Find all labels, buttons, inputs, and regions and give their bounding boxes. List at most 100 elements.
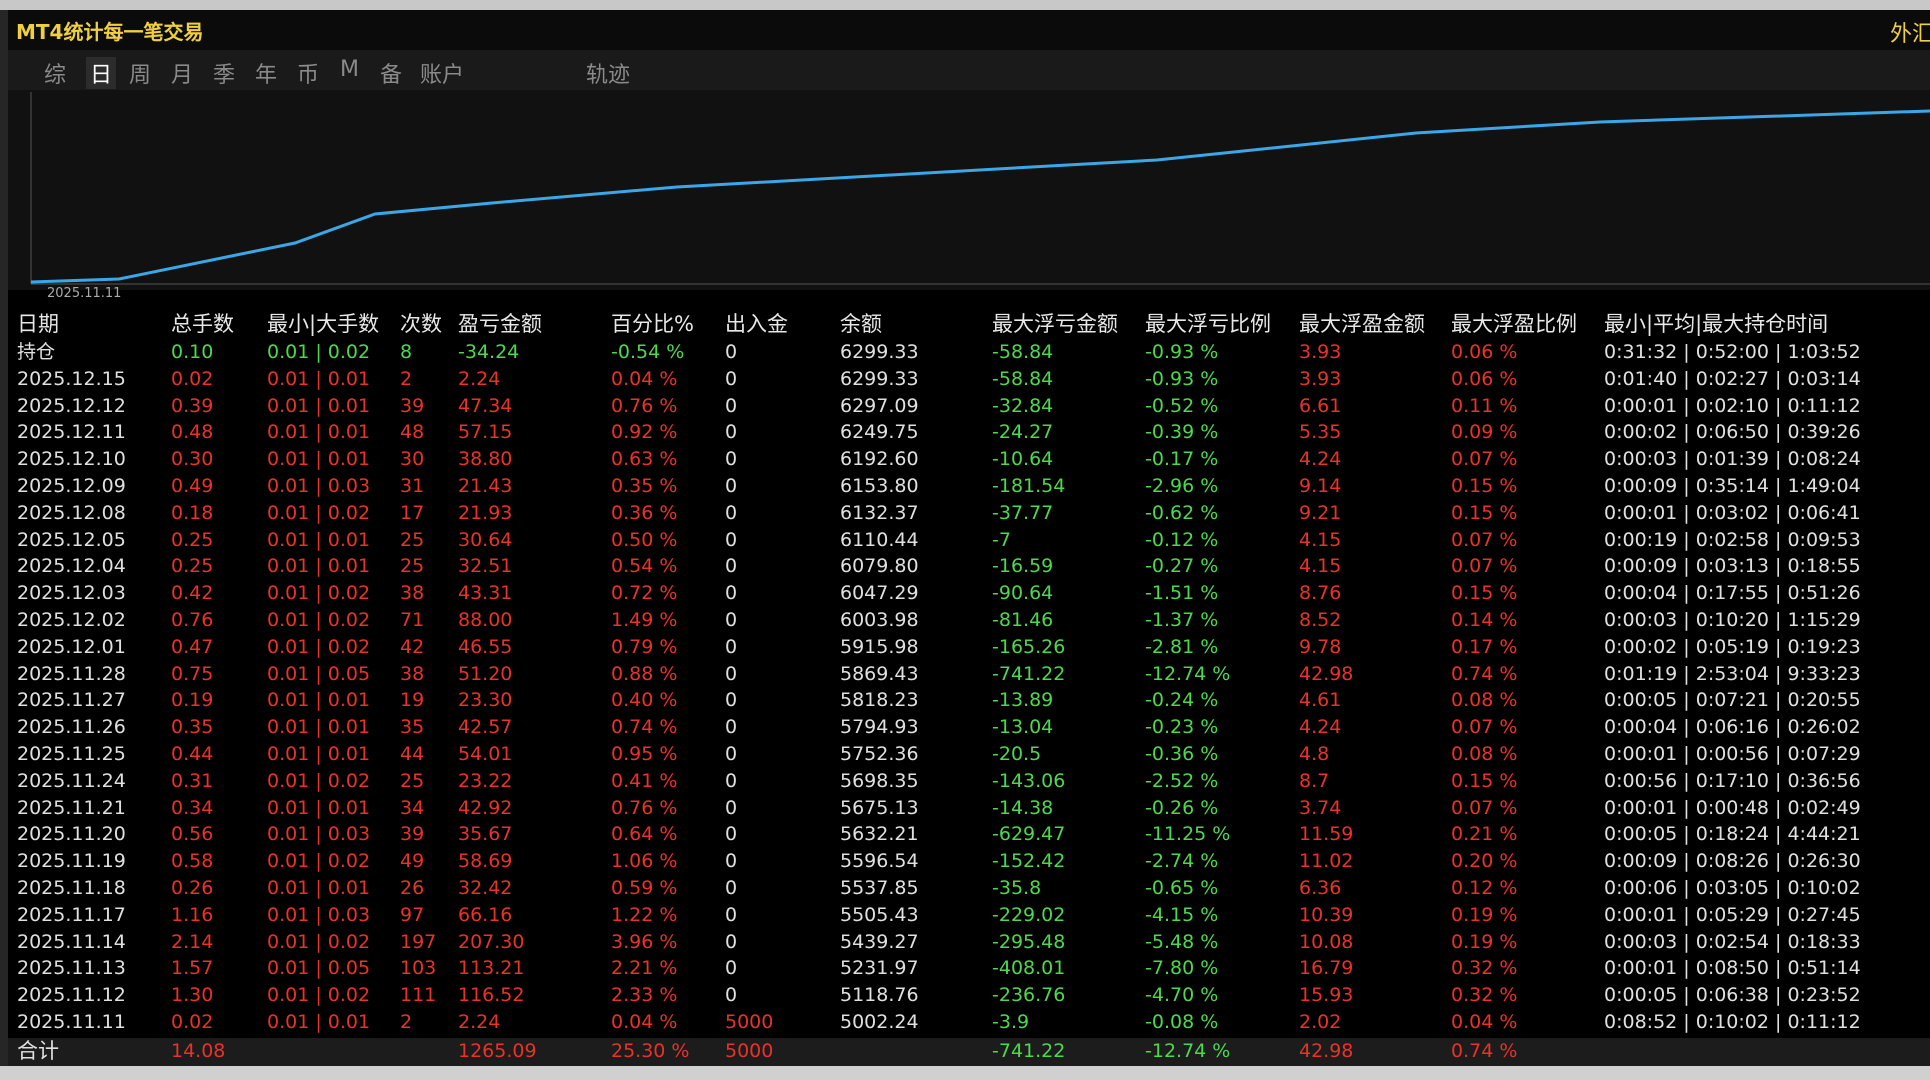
table-cell: 0:00:05 | 0:18:24 | 4:44:21 — [1604, 823, 1861, 846]
table-cell: 0 — [725, 394, 738, 417]
tab[interactable]: 币 — [297, 63, 320, 88]
table-cell: 0.25 — [171, 528, 214, 551]
tab[interactable]: 账户 — [420, 63, 465, 88]
table-cell: -408.01 — [992, 957, 1066, 980]
table-cell: 0.08 % — [1451, 743, 1518, 765]
table-cell: 0.01 | 0.03 — [267, 903, 371, 926]
tab[interactable]: 日 — [86, 57, 117, 89]
tab[interactable]: 综 — [44, 63, 67, 88]
column-header: 次数 — [400, 312, 442, 336]
table-cell: 43.31 — [458, 582, 513, 605]
table-cell: -7 — [992, 528, 1011, 551]
table-cell: 2025.12.04 — [17, 555, 126, 578]
table-cell: 0.17 % — [1451, 635, 1518, 658]
table-cell: 0.15 % — [1451, 501, 1518, 524]
table-cell: -13.89 — [992, 689, 1054, 712]
table-cell: -16.59 — [992, 555, 1054, 578]
table-cell: 0 — [725, 716, 738, 739]
table-cell: 0:00:05 | 0:06:38 | 0:23:52 — [1604, 984, 1861, 1007]
table-cell: -0.26 % — [1145, 796, 1219, 819]
table-cell: 42.92 — [458, 796, 513, 819]
table-cell: 0 — [725, 877, 738, 899]
table-cell: 0 — [725, 823, 738, 846]
table-cell: 5869.43 — [840, 662, 919, 685]
table-cell: 0.01 | 0.01 — [267, 421, 371, 444]
table-cell: -3.9 — [992, 1011, 1030, 1033]
table-cell: 2025.12.10 — [17, 448, 126, 471]
table-cell: -34.24 — [458, 341, 520, 363]
table-cell: 0.54 % — [611, 555, 678, 578]
table-cell: 6299.33 — [840, 367, 919, 390]
table-cell: 0.07 % — [1451, 528, 1518, 551]
table-cell: 2025.11.21 — [17, 796, 126, 819]
table-cell: 1.16 — [171, 903, 214, 926]
table-cell: 5752.36 — [840, 743, 919, 765]
table-cell: 0.01 | 0.02 — [267, 635, 371, 658]
table-cell: 38 — [400, 582, 425, 605]
table-cell: 5002.24 — [840, 1011, 919, 1033]
table-cell: 0 — [725, 341, 738, 363]
tab[interactable]: 月 — [171, 63, 194, 88]
table-cell: 2025.11.13 — [17, 957, 126, 980]
table-cell: 2025.11.14 — [17, 930, 126, 953]
table-cell: 0.30 — [171, 448, 214, 471]
table-cell: 2.14 — [171, 930, 214, 953]
table-cell: -20.5 — [992, 743, 1042, 765]
table-cell: 0 — [725, 930, 738, 953]
table-cell: 0.07 % — [1451, 555, 1518, 578]
tab[interactable]: M — [340, 57, 359, 82]
table-cell: 6299.33 — [840, 341, 919, 363]
table-cell: 58.69 — [458, 850, 513, 873]
table-cell: 0.76 — [171, 609, 214, 631]
table-cell: -629.47 — [992, 823, 1066, 846]
table-cell: 0.01 | 0.01 — [267, 394, 371, 417]
table-cell: 35 — [400, 716, 425, 739]
tab[interactable]: 周 — [129, 63, 152, 88]
table-cell: 0.01 | 0.02 — [267, 769, 371, 792]
table-cell: 0.02 — [171, 1011, 214, 1033]
table-cell: 0.01 | 0.01 — [267, 716, 371, 739]
table-cell: 0:01:40 | 0:02:27 | 0:03:14 — [1604, 367, 1861, 390]
table-cell: 0.31 — [171, 769, 214, 792]
table-cell: 97 — [400, 903, 425, 926]
table-cell: 0 — [725, 635, 738, 658]
table-cell: 0.04 % — [1451, 1011, 1518, 1033]
tab[interactable]: 季 — [213, 63, 236, 88]
total-bar — [8, 1038, 1930, 1066]
tab[interactable]: 备 — [380, 63, 403, 88]
table-cell: 0 — [725, 850, 738, 873]
table-cell: 4.15 — [1299, 555, 1342, 578]
table-cell: 2025.11.11 — [17, 1011, 126, 1033]
table-cell: 5596.54 — [840, 850, 919, 873]
table-cell: 0:00:01 | 0:08:50 | 0:51:14 — [1604, 957, 1861, 980]
table-cell: -2.81 % — [1145, 635, 1219, 658]
table-cell: 0.63 % — [611, 448, 678, 471]
table-cell: 21.93 — [458, 501, 513, 524]
table-cell: 2025.11.19 — [17, 850, 126, 873]
table-cell: 2025.12.15 — [17, 367, 126, 390]
table-cell: 6047.29 — [840, 582, 919, 605]
table-cell: -2.52 % — [1145, 769, 1219, 792]
table-cell: 2025.12.09 — [17, 475, 126, 497]
table-cell: 32.51 — [458, 555, 513, 578]
table-cell: 23.22 — [458, 769, 513, 792]
table-cell: 0.26 — [171, 877, 214, 899]
x-label: 2025.11.11 — [47, 286, 122, 301]
table-cell: 0.18 — [171, 501, 214, 524]
table-cell: 0:00:02 | 0:05:19 | 0:19:23 — [1604, 635, 1861, 658]
table-cell: 0:00:03 | 0:02:54 | 0:18:33 — [1604, 930, 1861, 953]
table-cell: 4.61 — [1299, 689, 1342, 712]
table-cell: -12.74 % — [1145, 662, 1231, 685]
table-cell: 207.30 — [458, 930, 525, 953]
table-cell: 0.01 | 0.01 — [267, 367, 371, 390]
table-cell: -229.02 — [992, 903, 1066, 926]
tab[interactable]: 年 — [255, 63, 278, 88]
table-cell: -2.96 % — [1145, 475, 1219, 497]
table-cell: 0 — [725, 448, 738, 471]
table-cell: 113.21 — [458, 957, 525, 980]
table-cell: 0.11 % — [1451, 394, 1518, 417]
table-cell: 0.09 % — [1451, 421, 1518, 444]
tab[interactable]: 轨迹 — [586, 63, 631, 88]
table-cell: 2025.11.20 — [17, 823, 126, 846]
total-cell: 1265.09 — [458, 1040, 537, 1062]
